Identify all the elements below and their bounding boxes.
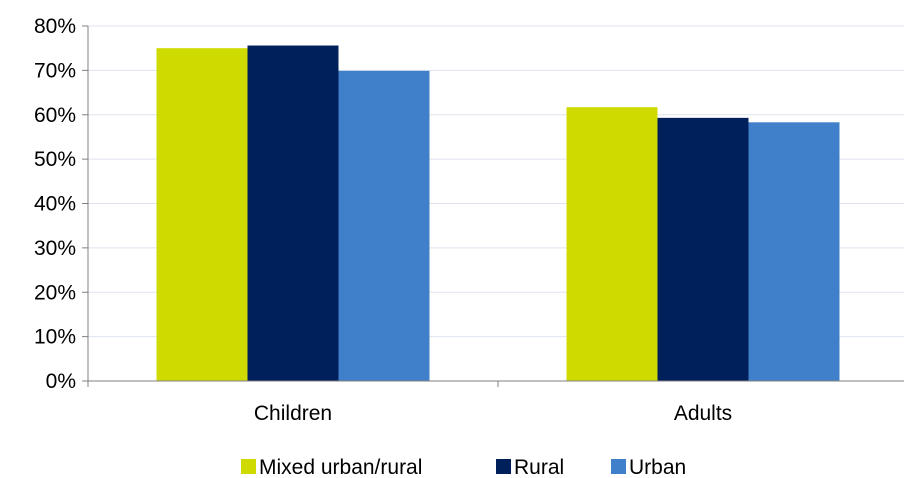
bars <box>156 45 840 382</box>
legend-swatch <box>241 459 256 474</box>
y-axis-ticks: 0% 10% 20% 30% 40% 50% 60% 70% 80% <box>34 15 88 393</box>
legend-label: Mixed urban/rural <box>259 456 422 478</box>
bar-children-urban <box>338 70 430 381</box>
bar-adults-mixed-urban-rural <box>566 107 658 382</box>
legend: Mixed urban/rural Rural Urban <box>241 456 686 478</box>
y-tick-label: 20% <box>34 281 76 304</box>
bar-adults-rural <box>657 117 749 381</box>
x-axis-categories: Children Adults <box>254 402 732 425</box>
y-tick-label: 0% <box>46 370 76 393</box>
bar-adults-urban <box>748 122 840 381</box>
x-category-label: Adults <box>674 402 732 425</box>
legend-swatch <box>496 459 511 474</box>
bar-children-rural <box>247 45 339 382</box>
y-tick-label: 60% <box>34 104 76 127</box>
legend-label: Urban <box>629 456 686 478</box>
y-tick-label: 10% <box>34 326 76 349</box>
legend-label: Rural <box>514 456 564 478</box>
y-tick-label: 70% <box>34 59 76 82</box>
y-tick-label: 40% <box>34 193 76 216</box>
x-category-label: Children <box>254 402 332 425</box>
legend-swatch <box>611 459 626 474</box>
y-tick-label: 30% <box>34 237 76 260</box>
y-tick-label: 50% <box>34 148 76 171</box>
y-tick-label: 80% <box>34 15 76 38</box>
bar-children-mixed-urban-rural <box>156 48 248 381</box>
